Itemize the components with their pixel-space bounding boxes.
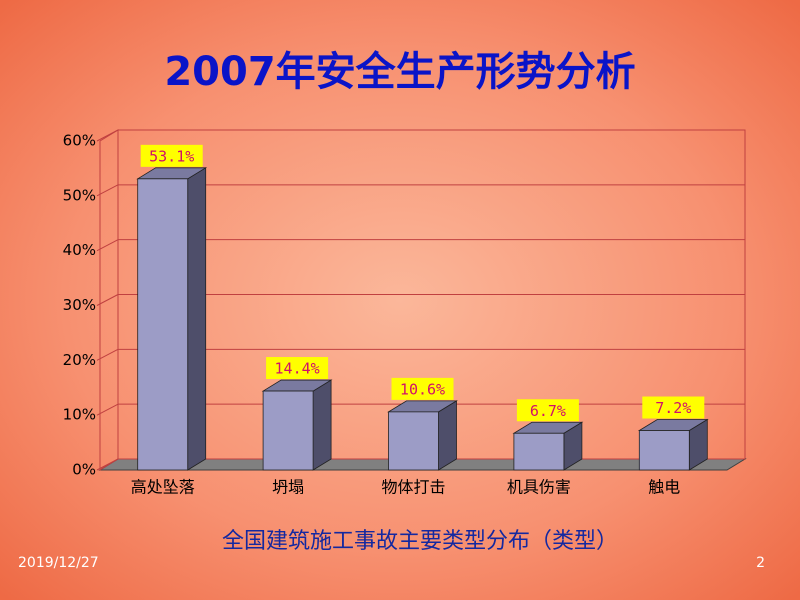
y-tick <box>96 129 119 142</box>
x-tick-label: 触电 <box>648 478 680 497</box>
bar <box>262 390 314 471</box>
y-tick-label: 50% <box>63 186 96 204</box>
x-tick-label: 坍塌 <box>272 478 304 497</box>
bar <box>513 432 565 471</box>
value-label: 7.2% <box>655 399 691 417</box>
bar <box>137 178 189 471</box>
bar <box>638 430 690 471</box>
chart-subtitle: 全国建筑施工事故主要类型分布（类型） <box>222 529 618 554</box>
value-label: 10.6% <box>400 380 445 398</box>
value-label: 53.1% <box>149 147 194 165</box>
value-label-box <box>140 144 203 167</box>
y-tick <box>96 458 119 471</box>
y-tick-label: 0% <box>72 461 96 479</box>
y-tick <box>96 184 119 197</box>
bar <box>388 411 439 471</box>
y-tick <box>96 294 119 306</box>
y-tick-label: 10% <box>63 406 96 424</box>
y-tick <box>96 348 119 361</box>
footer-date: 2019/12/27 <box>18 555 99 571</box>
bar-side <box>438 400 457 471</box>
x-tick-label: 物体打击 <box>381 478 445 497</box>
y-tick-label: 30% <box>63 296 96 314</box>
bar-side <box>312 379 332 471</box>
y-tick <box>96 239 119 252</box>
chart-title: 2007年安全生产形势分析 <box>164 49 635 95</box>
x-tick-label: 机具伤害 <box>507 478 571 497</box>
value-label-box <box>391 377 454 400</box>
y-tick <box>96 403 119 416</box>
bar-side <box>187 167 207 471</box>
value-label: 6.7% <box>530 402 566 420</box>
x-tick-label: 高处坠落 <box>131 478 195 497</box>
y-tick-label: 60% <box>63 132 96 150</box>
value-label-box <box>266 357 329 380</box>
y-tick-label: 40% <box>63 241 96 259</box>
y-tick-label: 20% <box>63 351 96 369</box>
value-label: 14.4% <box>275 360 320 378</box>
value-label-box <box>642 396 705 419</box>
page-number: 2 <box>756 555 765 571</box>
value-label-box <box>516 399 579 422</box>
